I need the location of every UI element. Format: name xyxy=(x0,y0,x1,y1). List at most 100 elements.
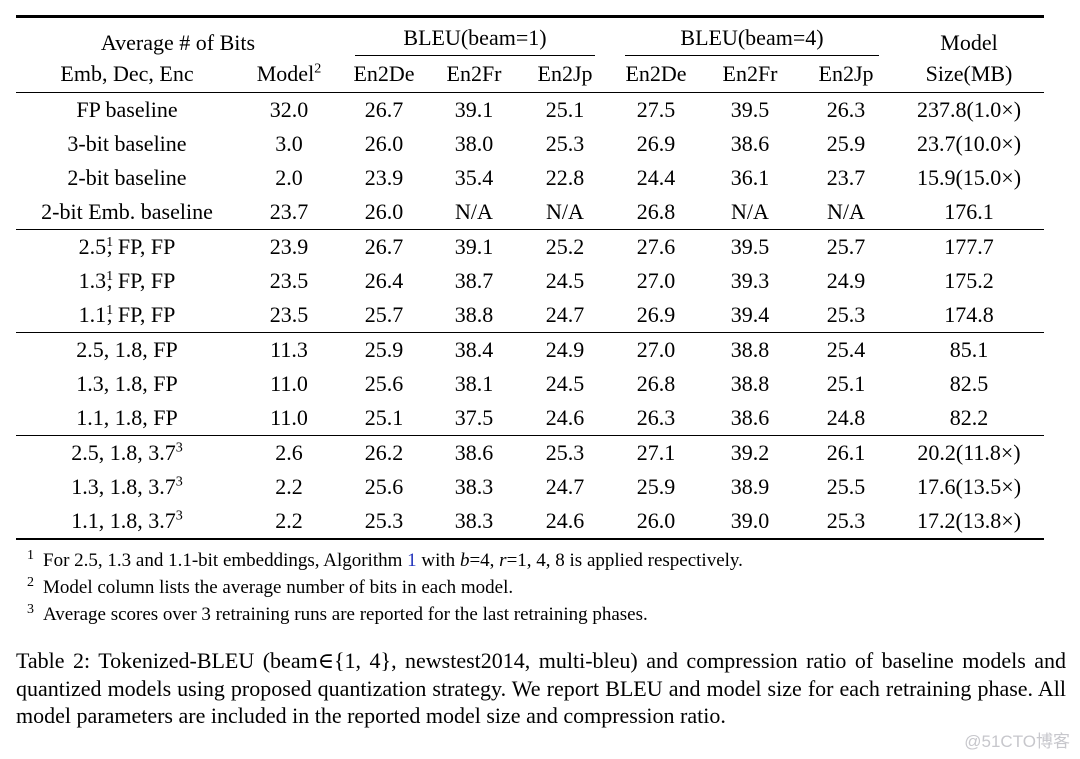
table-cell: 23.5 xyxy=(269,302,309,327)
table-cell: 25.2 xyxy=(545,234,585,259)
table-cell: 2.2 xyxy=(275,474,303,499)
table-row: 2-bit baseline 2.0 23.9 35.4 22.8 24.4 36.1 23.… xyxy=(16,161,1044,195)
table-row: FP baseline 32.0 26.7 39.1 25.1 27.5 39.5 26.3 2… xyxy=(16,93,1044,128)
table-header: Average # of Bits BLEU(beam=1) BLEU(beam=4… xyxy=(16,17,1044,93)
table-cell: 24.9 xyxy=(545,337,585,362)
table-cell: 24.6 xyxy=(545,405,585,430)
footnote-marker: 2 xyxy=(27,574,34,590)
table-cell: 38.8 xyxy=(454,302,494,327)
column-header: En2Jp xyxy=(520,56,610,93)
table-cell: 82.5 xyxy=(949,371,989,396)
table-cell: 17.2(13.8×) xyxy=(916,508,1022,533)
table-cell: 39.1 xyxy=(454,234,494,259)
footnote-ref: 1 xyxy=(106,301,114,318)
table-cell: 24.8 xyxy=(826,405,866,430)
table-group: 2.5, 1.8, FP 11.3 25.9 38.4 24.9 27.0 38.8 25.4… xyxy=(16,332,1044,436)
column-group-label: BLEU(beam=4) xyxy=(625,25,879,56)
footnote-ref: 2 xyxy=(314,60,322,77)
table-cell: 38.6 xyxy=(730,405,770,430)
table-cell: 36.1 xyxy=(730,165,770,190)
footnote-ref: 3 xyxy=(175,439,183,456)
column-header-row: Emb, Dec, Enc Model2 En2De En2Fr En2Jp En2De E… xyxy=(16,56,1044,93)
row-label: 2.51, FP, FP xyxy=(78,233,176,259)
table-cell: 3.0 xyxy=(275,131,303,156)
table-cell: 39.4 xyxy=(730,302,770,327)
table-cell: 26.2 xyxy=(364,440,404,465)
table-cell: 17.6(13.5×) xyxy=(916,474,1022,499)
table-cell: 24.7 xyxy=(545,474,585,499)
table-cell: 25.6 xyxy=(364,371,404,396)
table-cell: 27.0 xyxy=(636,337,676,362)
table-cell: 26.4 xyxy=(364,268,404,293)
table-cell: N/A xyxy=(731,199,769,224)
table-cell: 26.8 xyxy=(636,371,676,396)
table-row: 1.3, 1.8, 3.73 2.2 25.6 38.3 24.7 25.9 38.9 25.… xyxy=(16,470,1044,504)
table-row: 1.1, 1.8, 3.73 2.2 25.3 38.3 24.6 26.0 39.0 25.… xyxy=(16,504,1044,539)
table-cell: N/A xyxy=(546,199,584,224)
table-cell: 38.3 xyxy=(454,508,494,533)
table-row: 1.31, FP, FP 23.5 26.4 38.7 24.5 27.0 39.3 24.9… xyxy=(16,264,1044,298)
table-cell: 82.2 xyxy=(949,405,989,430)
table-cell: 2.6 xyxy=(275,440,303,465)
table-row: 3-bit baseline 3.0 26.0 38.0 25.3 26.9 38.6 25.… xyxy=(16,127,1044,161)
footnote-marker: 1 xyxy=(27,547,34,563)
table-cell: 25.3 xyxy=(364,508,404,533)
table-cell: 38.3 xyxy=(454,474,494,499)
table-group: 2.5, 1.8, 3.73 2.6 26.2 38.6 25.3 27.1 39.2 26.… xyxy=(16,435,1044,540)
column-header: En2Fr xyxy=(702,56,798,93)
table-cell: 24.5 xyxy=(545,268,585,293)
table-cell: 39.0 xyxy=(730,508,770,533)
table-cell: 25.3 xyxy=(545,131,585,156)
table-cell: 23.9 xyxy=(364,165,404,190)
table-cell: 25.3 xyxy=(826,302,866,327)
footnotes: 1 For 2.5, 1.3 and 1.1-bit embeddings, Al… xyxy=(27,547,1080,628)
table-cell: 25.7 xyxy=(826,234,866,259)
table-caption: Table 2: Tokenized-BLEU (beam∈{1, 4}, ne… xyxy=(16,648,1066,728)
table-cell: 38.8 xyxy=(730,371,770,396)
column-group-header: BLEU(beam=1) xyxy=(340,17,610,56)
column-group-label: BLEU(beam=1) xyxy=(355,25,595,56)
paper-page: Average # of Bits BLEU(beam=1) BLEU(beam=4… xyxy=(0,15,1080,759)
table-cell: 176.1 xyxy=(944,199,994,224)
row-label: 1.11, FP, FP xyxy=(78,301,176,327)
table-cell: 38.0 xyxy=(454,131,494,156)
table-row: 2.51, FP, FP 23.9 26.7 39.1 25.2 27.6 39.5 25.7… xyxy=(16,230,1044,265)
table-cell: 25.1 xyxy=(545,97,585,122)
footnote-ref: 1 xyxy=(106,267,114,284)
table-cell: 23.9 xyxy=(269,234,309,259)
table-group: 2.51, FP, FP 23.9 26.7 39.1 25.2 27.6 39.5 25.7… xyxy=(16,229,1044,333)
table-cell: 24.7 xyxy=(545,302,585,327)
table-cell: 25.3 xyxy=(826,508,866,533)
table-cell: 39.5 xyxy=(730,234,770,259)
footnote: 2 Model column lists the average number o… xyxy=(27,574,1080,601)
table-cell: 35.4 xyxy=(454,165,494,190)
table-cell: 85.1 xyxy=(949,337,989,362)
table-cell: 39.1 xyxy=(454,97,494,122)
table-cell: 20.2(11.8×) xyxy=(917,440,1021,465)
column-header: Size(MB) xyxy=(894,56,1044,93)
row-label: 2-bit baseline xyxy=(67,165,187,190)
column-header: En2Fr xyxy=(428,56,520,93)
table-group: FP baseline 32.0 26.7 39.1 25.1 27.5 39.5 26.3 2… xyxy=(16,92,1044,230)
row-label: 1.3, 1.8, FP xyxy=(76,371,178,396)
footnote-ref: 1 xyxy=(106,233,114,250)
footnote-text: with xyxy=(416,550,460,571)
table-row: 1.11, FP, FP 23.5 25.7 38.8 24.7 26.9 39.4 25.3… xyxy=(16,298,1044,333)
row-label: 1.3, 1.8, 3.73 xyxy=(71,473,183,499)
row-label: 2.5, 1.8, FP xyxy=(76,337,178,362)
row-label: 2-bit Emb. baseline xyxy=(41,199,213,224)
table-cell: 25.9 xyxy=(364,337,404,362)
footnote-text: =4, xyxy=(469,550,500,571)
table-cell: 23.7 xyxy=(826,165,866,190)
table-cell: 38.6 xyxy=(730,131,770,156)
table-cell: N/A xyxy=(455,199,493,224)
table-cell: 26.9 xyxy=(636,131,676,156)
table-row: 1.1, 1.8, FP 11.0 25.1 37.5 24.6 26.3 38.6 24.8… xyxy=(16,401,1044,436)
table-cell: 25.4 xyxy=(826,337,866,362)
table-cell: 26.0 xyxy=(364,131,404,156)
table-cell: 24.5 xyxy=(545,371,585,396)
table-cell: 24.6 xyxy=(545,508,585,533)
table-cell: 26.7 xyxy=(364,234,404,259)
table-cell: 175.2 xyxy=(944,268,994,293)
column-header: Model2 xyxy=(238,56,340,93)
